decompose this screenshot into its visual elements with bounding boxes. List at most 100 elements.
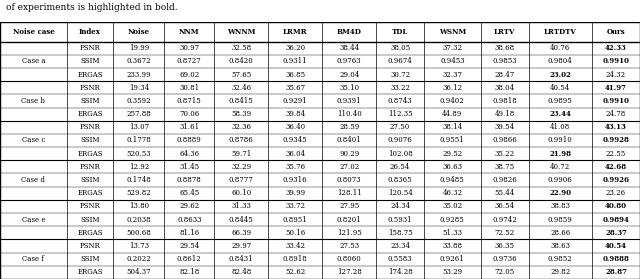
Text: 0.9261: 0.9261 [440,255,465,263]
Text: LRTV: LRTV [494,28,515,36]
Text: 90.29: 90.29 [339,150,359,158]
Text: 38.05: 38.05 [390,44,410,52]
Text: 0.9345: 0.9345 [283,136,307,145]
Text: 0.8415: 0.8415 [229,97,253,105]
Text: 38.75: 38.75 [495,163,515,171]
Text: Noise: Noise [128,28,150,36]
Text: 0.9818: 0.9818 [492,97,517,105]
Text: 36.85: 36.85 [285,71,305,79]
Text: 29.52: 29.52 [442,150,463,158]
Text: 0.8777: 0.8777 [229,176,253,184]
Text: 0.9076: 0.9076 [388,136,413,145]
Text: 65.45: 65.45 [179,189,200,197]
Text: 529.82: 529.82 [127,189,151,197]
Text: ERGAS: ERGAS [77,150,103,158]
Text: 32.36: 32.36 [231,123,251,131]
Text: 81.16: 81.16 [179,229,200,237]
Text: 233.99: 233.99 [127,71,151,79]
Text: SSIM: SSIM [80,136,100,145]
Text: 0.8951: 0.8951 [283,216,308,224]
Text: Case b: Case b [22,97,45,105]
Text: 31.33: 31.33 [231,203,251,210]
Text: 0.9888: 0.9888 [603,255,630,263]
Text: 22.90: 22.90 [549,189,572,197]
Text: 23.34: 23.34 [390,242,410,250]
Text: 504.37: 504.37 [127,268,151,276]
Text: 29.54: 29.54 [179,242,200,250]
Text: 0.9391: 0.9391 [337,97,362,105]
Text: 0.8073: 0.8073 [337,176,362,184]
Text: 24.34: 24.34 [390,203,410,210]
Text: 33.22: 33.22 [390,84,410,92]
Text: 36.35: 36.35 [495,242,515,250]
Text: 32.37: 32.37 [442,71,462,79]
Text: 0.9866: 0.9866 [492,136,517,145]
Text: 0.8612: 0.8612 [177,255,202,263]
Text: 37.32: 37.32 [442,44,462,52]
Text: 0.8918: 0.8918 [283,255,308,263]
Text: 50.16: 50.16 [285,229,305,237]
Text: 0.9674: 0.9674 [388,57,413,65]
Text: 52.62: 52.62 [285,268,305,276]
Text: 0.9852: 0.9852 [548,255,573,263]
Text: ERGAS: ERGAS [77,71,103,79]
Text: 0.8445: 0.8445 [229,216,253,224]
Text: 28.66: 28.66 [550,229,570,237]
Text: 82.48: 82.48 [231,268,252,276]
Text: 35.67: 35.67 [285,84,305,92]
Text: 38.68: 38.68 [495,44,515,52]
Text: BM4D: BM4D [337,28,362,36]
Text: 33.88: 33.88 [442,242,462,250]
Text: 40.80: 40.80 [605,203,627,210]
Text: 53.29: 53.29 [442,268,463,276]
Text: 500.68: 500.68 [127,229,151,237]
Text: 0.1778: 0.1778 [127,136,151,145]
Text: 23.02: 23.02 [549,71,572,79]
Text: of experiments is highlighted in bold.: of experiments is highlighted in bold. [6,3,178,12]
Text: 0.9551: 0.9551 [440,136,465,145]
Text: 57.65: 57.65 [231,71,252,79]
Text: 58.39: 58.39 [231,110,252,118]
Text: 43.13: 43.13 [605,123,627,131]
Text: 0.3672: 0.3672 [127,57,151,65]
Text: 13.07: 13.07 [129,123,149,131]
Text: 0.9742: 0.9742 [492,216,517,224]
Text: 28.87: 28.87 [605,268,627,276]
Text: 32.58: 32.58 [231,44,252,52]
Text: 36.63: 36.63 [442,163,462,171]
Text: 520.53: 520.53 [127,150,151,158]
Text: 28.59: 28.59 [339,123,359,131]
Text: 41.08: 41.08 [550,123,570,131]
Text: 0.9402: 0.9402 [440,97,465,105]
Text: 0.8786: 0.8786 [229,136,253,145]
Text: 0.2038: 0.2038 [127,216,151,224]
Text: 121.95: 121.95 [337,229,362,237]
Text: NNM: NNM [179,28,200,36]
Text: 0.9895: 0.9895 [548,97,573,105]
Text: 32.29: 32.29 [231,163,252,171]
Text: ERGAS: ERGAS [77,189,103,197]
Text: 0.3592: 0.3592 [127,97,151,105]
Text: 38.04: 38.04 [495,84,515,92]
Text: 0.8201: 0.8201 [337,216,362,224]
Text: SSIM: SSIM [80,176,100,184]
Text: 0.9736: 0.9736 [492,255,517,263]
Text: 36.12: 36.12 [442,84,463,92]
Text: 0.9928: 0.9928 [603,136,630,145]
Text: 0.9853: 0.9853 [492,57,517,65]
Text: 0.9316: 0.9316 [283,176,307,184]
Text: 38.83: 38.83 [550,203,570,210]
Text: Case e: Case e [22,216,45,224]
Text: 13.80: 13.80 [129,203,149,210]
Text: 72.52: 72.52 [495,229,515,237]
Text: 33.42: 33.42 [285,242,305,250]
Text: 0.9485: 0.9485 [440,176,465,184]
Text: 19.99: 19.99 [129,44,149,52]
Text: 27.50: 27.50 [390,123,410,131]
Text: PSNR: PSNR [79,84,100,92]
Text: Case f: Case f [22,255,44,263]
Text: 0.5583: 0.5583 [388,255,412,263]
Text: 29.97: 29.97 [231,242,252,250]
Text: PSNR: PSNR [79,242,100,250]
Text: 35.10: 35.10 [339,84,359,92]
